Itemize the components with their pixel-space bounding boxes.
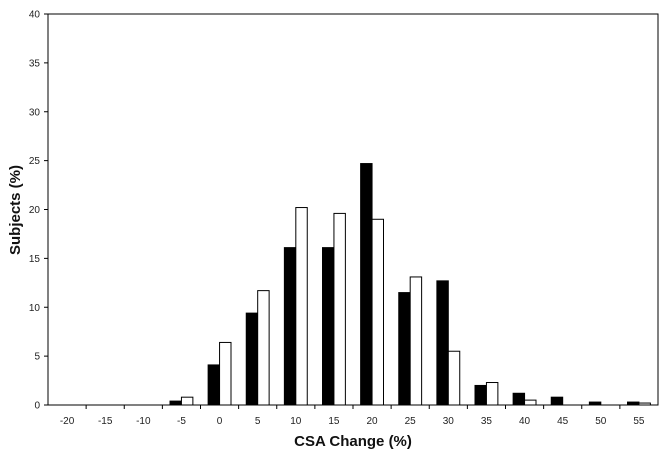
plot-area bbox=[47, 13, 659, 406]
white-bar-35 bbox=[485, 382, 499, 406]
x-tick-label: -20 bbox=[60, 416, 75, 427]
white-bar-40 bbox=[524, 399, 537, 406]
x-tick-label: 20 bbox=[367, 416, 379, 427]
y-tick-label: 10 bbox=[29, 303, 41, 314]
x-tick-label: 55 bbox=[633, 416, 645, 427]
x-tick-label: 15 bbox=[328, 416, 340, 427]
black-bar-5 bbox=[245, 312, 259, 406]
x-axis: -20 -15 -10 -5 0 5 10 15 20 25 30 35 40 45 50 55 bbox=[60, 405, 645, 427]
black-bar-30 bbox=[436, 280, 449, 406]
y-axis-title: Subjects (%) bbox=[7, 165, 24, 255]
y-axis: 0 5 10 15 20 25 30 35 40 bbox=[29, 10, 48, 412]
y-tick-label: 35 bbox=[29, 58, 41, 69]
x-tick-label: 35 bbox=[481, 416, 493, 427]
y-tick-label: 20 bbox=[29, 205, 41, 216]
black-bar-55 bbox=[627, 401, 640, 406]
x-tick-label: -10 bbox=[136, 416, 151, 427]
black-bar-50 bbox=[588, 401, 602, 406]
y-tick-label: 5 bbox=[34, 352, 40, 363]
white-bar-10 bbox=[295, 207, 308, 406]
x-tick-label: 25 bbox=[405, 416, 417, 427]
black-bar-25 bbox=[398, 292, 411, 406]
x-tick-label: 0 bbox=[217, 416, 223, 427]
y-tick-label: 25 bbox=[29, 156, 41, 167]
black-bar--5 bbox=[169, 400, 182, 406]
black-bar-20 bbox=[360, 163, 373, 406]
x-tick-label: 45 bbox=[557, 416, 569, 427]
black-bar-40 bbox=[512, 392, 526, 406]
x-axis-title: CSA Change (%) bbox=[294, 433, 412, 450]
white-bar-25 bbox=[409, 276, 423, 406]
x-tick-label: -5 bbox=[177, 416, 186, 427]
x-tick-label: 10 bbox=[290, 416, 302, 427]
white-bar--5 bbox=[180, 396, 194, 406]
white-bar-15 bbox=[333, 212, 346, 406]
y-tick-label: 15 bbox=[29, 254, 41, 265]
bar-series bbox=[169, 163, 651, 406]
black-bar-15 bbox=[322, 247, 335, 406]
y-tick-label: 30 bbox=[29, 107, 41, 118]
black-bar-10 bbox=[283, 247, 297, 406]
y-tick-label: 40 bbox=[29, 10, 41, 21]
white-bar-55 bbox=[638, 402, 651, 406]
black-bar-45 bbox=[550, 396, 564, 406]
y-tick-label: 0 bbox=[34, 401, 40, 412]
white-bar-0 bbox=[219, 341, 232, 406]
x-tick-label: -15 bbox=[98, 416, 113, 427]
black-bar-35 bbox=[474, 384, 487, 406]
x-tick-label: 40 bbox=[519, 416, 531, 427]
white-bar-20 bbox=[371, 218, 384, 406]
white-bar-30 bbox=[447, 350, 461, 406]
x-tick-label: 50 bbox=[595, 416, 607, 427]
x-tick-label: 5 bbox=[255, 416, 261, 427]
white-bar-5 bbox=[257, 290, 270, 406]
x-tick-label: 30 bbox=[443, 416, 455, 427]
black-bar-0 bbox=[207, 364, 221, 406]
